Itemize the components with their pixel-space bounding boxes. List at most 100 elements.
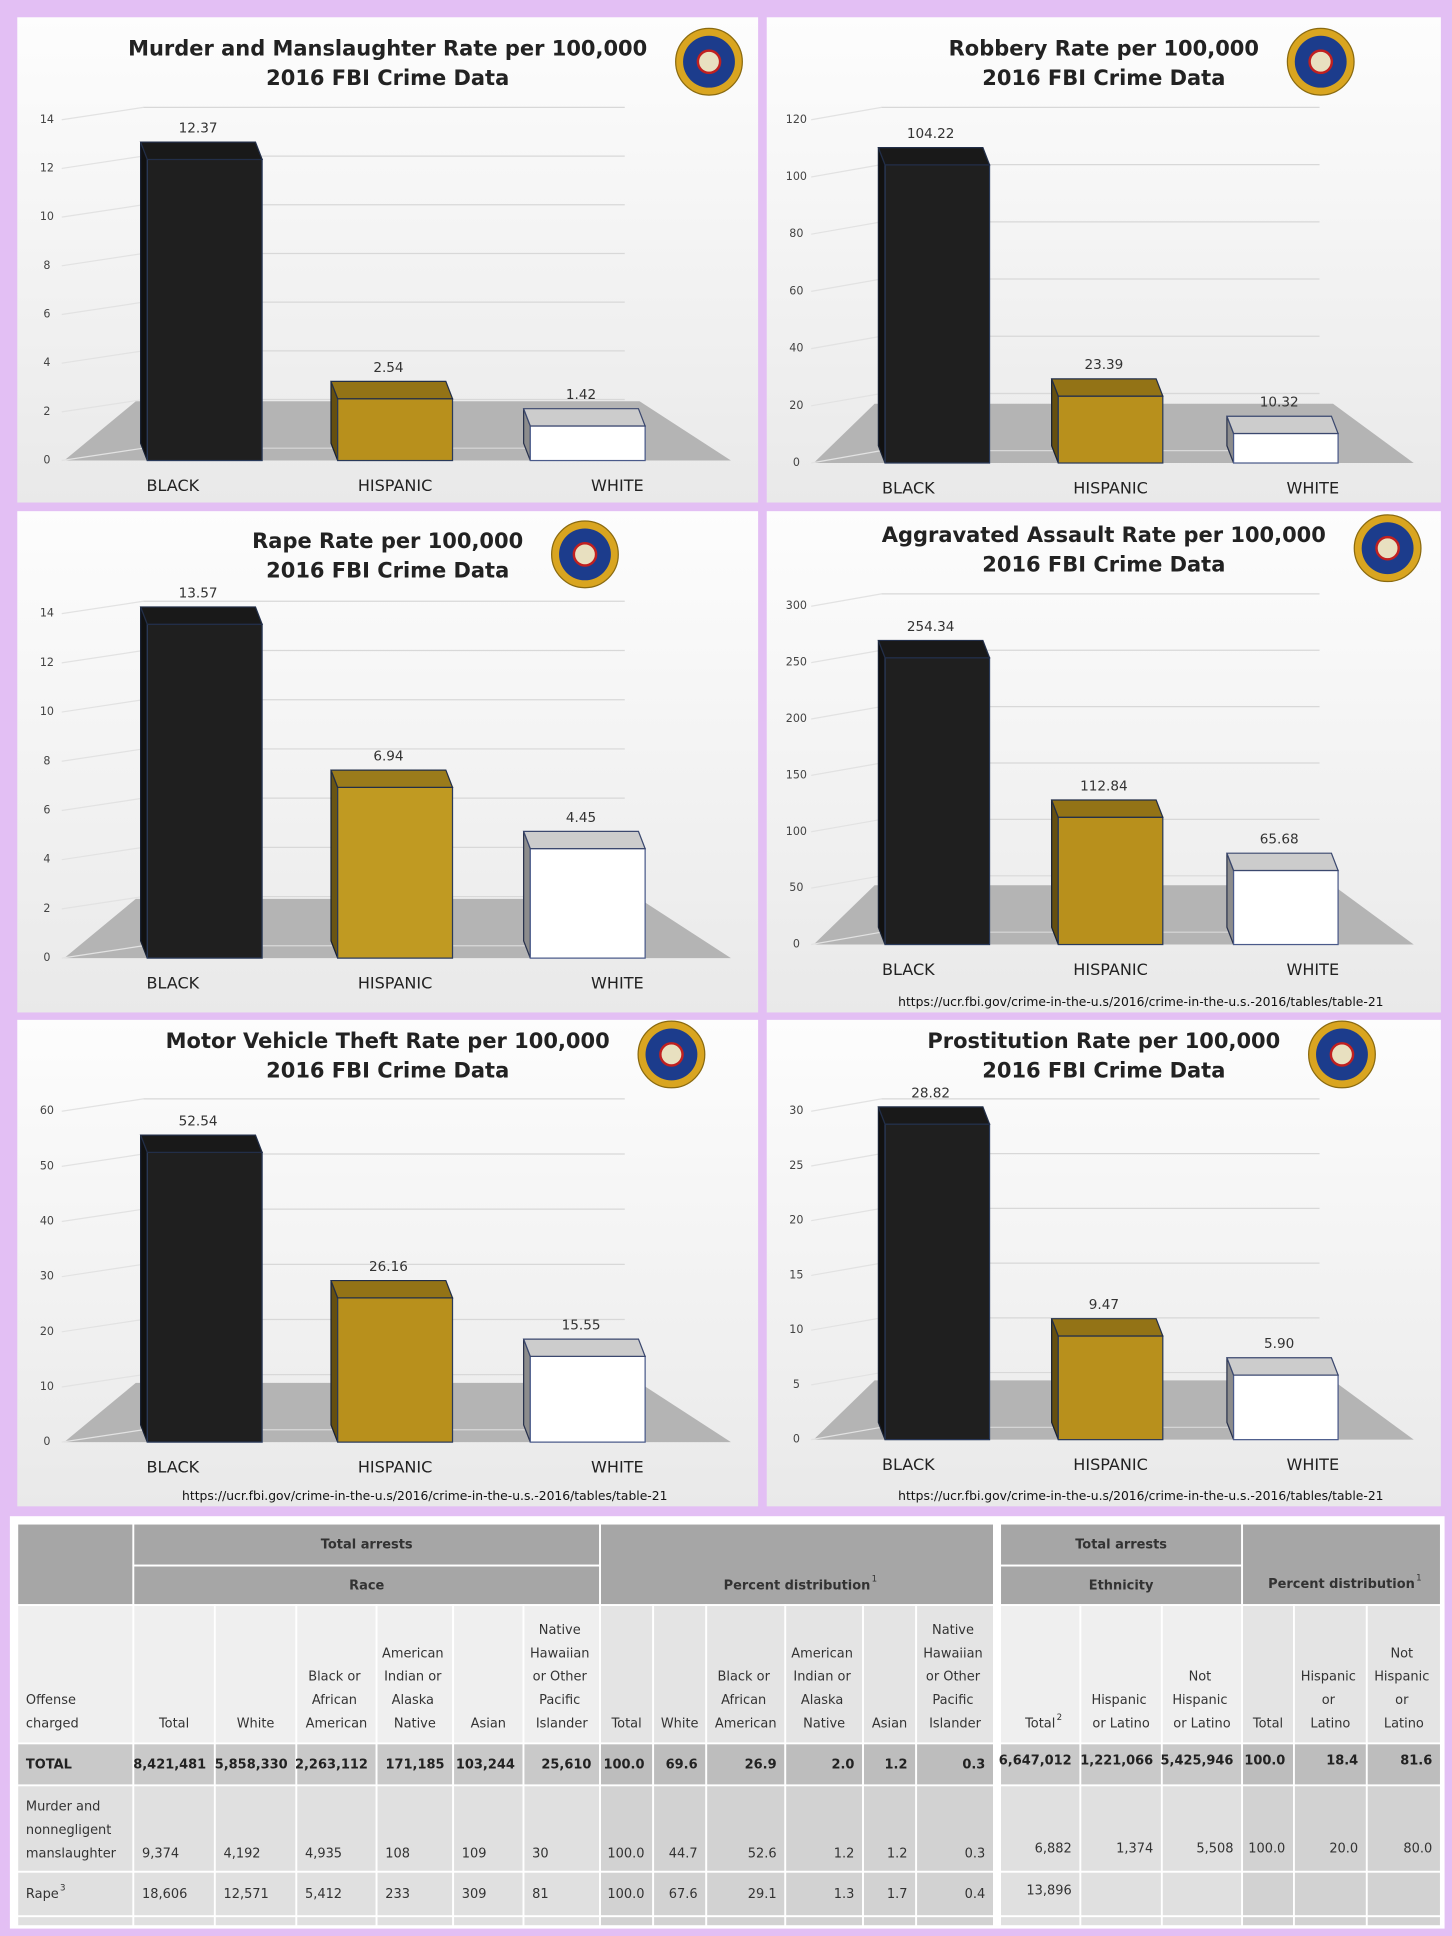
column-header: Offense charged xyxy=(26,1693,80,1731)
table-cell xyxy=(999,1742,1082,1787)
y-tick-label: 8 xyxy=(43,259,50,272)
table-cell xyxy=(132,1742,216,1787)
row-label: Murder and nonnegligent manslaughter xyxy=(26,1799,117,1861)
table-cell xyxy=(784,1870,864,1918)
table-value: 0.3 xyxy=(965,1846,986,1861)
tick-mark xyxy=(811,875,882,889)
table-cell xyxy=(652,1604,708,1745)
table-value: 18,606 xyxy=(142,1887,187,1902)
chart-subtitle: 2016 FBI Crime Data xyxy=(982,1059,1225,1083)
subheader: Ethnicity xyxy=(1089,1578,1154,1593)
tick-mark xyxy=(61,797,144,812)
table-cell xyxy=(862,1915,918,1928)
value-label: 15.55 xyxy=(562,1317,601,1333)
table-cell xyxy=(1293,1915,1368,1928)
table-cell xyxy=(452,1915,525,1928)
table-cell xyxy=(1241,1915,1295,1928)
group-header-note: 1 xyxy=(1416,1573,1422,1583)
table-cell xyxy=(522,1742,601,1787)
tick-mark xyxy=(811,164,882,178)
fbi-seal-center xyxy=(659,1042,684,1067)
chart-title: Prostitution Rate per 100,000 xyxy=(927,1029,1280,1053)
table-cell xyxy=(375,1870,455,1918)
fbi-seal-center xyxy=(1308,49,1334,75)
table-cell xyxy=(1241,1522,1442,1607)
table-value: 81.6 xyxy=(1400,1753,1432,1768)
table-cell xyxy=(705,1784,787,1873)
column-header: White xyxy=(237,1716,275,1731)
y-tick-label: 40 xyxy=(40,1215,54,1228)
y-tick-label: 6 xyxy=(43,307,50,320)
column-header: Native Hawaiian or Other Pacific Islande… xyxy=(923,1622,987,1731)
bar-side xyxy=(330,769,339,959)
bar-side xyxy=(330,1280,339,1443)
table-cell xyxy=(1365,1784,1442,1873)
column-header-note: 2 xyxy=(1057,1713,1062,1723)
value-label: 104.22 xyxy=(907,126,955,142)
table-cell xyxy=(915,1870,995,1918)
bar-top xyxy=(139,1134,264,1153)
chart-title: Rape Rate per 100,000 xyxy=(252,529,523,553)
bar xyxy=(1232,432,1339,464)
tick-mark xyxy=(61,748,144,762)
y-tick-label: 120 xyxy=(786,113,807,126)
table-cell xyxy=(1079,1870,1163,1918)
bar xyxy=(529,848,646,959)
tick-mark xyxy=(811,1426,882,1441)
table-cell xyxy=(452,1604,525,1745)
tick-mark xyxy=(811,392,882,407)
group-header-note: 1 xyxy=(872,1575,878,1585)
table-value: 171,185 xyxy=(385,1757,444,1772)
value-label: 10.32 xyxy=(1260,395,1299,411)
table-value: 100.0 xyxy=(1248,1841,1285,1856)
column-header: White xyxy=(661,1716,699,1731)
x-tick-label: HISPANIC xyxy=(1073,478,1148,497)
table-value: 30 xyxy=(532,1846,548,1861)
source-url: https://ucr.fbi.gov/crime-in-the-u.s/201… xyxy=(898,1489,1383,1503)
tick-mark xyxy=(61,699,144,713)
table-value: 2,263,112 xyxy=(295,1757,368,1772)
tick-mark xyxy=(61,155,144,170)
table-cell xyxy=(295,1742,378,1787)
table-value: 12,571 xyxy=(223,1887,268,1902)
bar-top xyxy=(1226,415,1339,435)
chart-title: Murder and Manslaughter Rate per 100,000 xyxy=(128,36,647,60)
table-cell xyxy=(862,1742,918,1787)
bar-side xyxy=(1051,1318,1059,1440)
y-tick-label: 20 xyxy=(40,1325,54,1338)
table-cell xyxy=(1079,1604,1163,1745)
column-header: Total xyxy=(610,1716,641,1731)
table-value: 100.0 xyxy=(607,1846,644,1861)
column-header: Black or African American xyxy=(306,1669,368,1731)
column-header: Total xyxy=(1252,1716,1283,1731)
fbi-seal-center xyxy=(1329,1042,1355,1067)
bar xyxy=(1057,395,1164,464)
chart-subtitle: 2016 FBI Crime Data xyxy=(266,1059,509,1083)
bar-top xyxy=(877,146,991,166)
table-value: 103,244 xyxy=(456,1757,515,1772)
column-header: American Indian or Alaska Native xyxy=(791,1646,857,1731)
y-tick-label: 60 xyxy=(40,1104,54,1117)
table-value: 69.6 xyxy=(666,1757,698,1772)
value-label: 23.39 xyxy=(1084,357,1123,373)
table-cell xyxy=(1241,1604,1295,1745)
column-header: Black or African American xyxy=(715,1669,777,1731)
table-value: 5,412 xyxy=(305,1887,342,1902)
bar-top xyxy=(522,830,647,850)
value-label: 26.16 xyxy=(369,1259,408,1275)
y-tick-label: 10 xyxy=(40,705,54,718)
table-cell xyxy=(915,1915,995,1928)
x-tick-label: BLACK xyxy=(146,1458,199,1477)
fbi-seal-center xyxy=(696,49,722,75)
table-cell xyxy=(375,1742,455,1787)
table-cell xyxy=(599,1915,655,1928)
table-value: 1.3 xyxy=(834,1887,855,1902)
y-tick-label: 30 xyxy=(789,1104,803,1117)
value-label: 13.57 xyxy=(179,585,218,601)
value-label: 65.68 xyxy=(1260,832,1299,848)
y-tick-label: 0 xyxy=(793,1433,800,1446)
value-label: 28.82 xyxy=(911,1085,950,1101)
table-cell xyxy=(295,1784,378,1873)
y-tick-label: 0 xyxy=(793,938,800,951)
